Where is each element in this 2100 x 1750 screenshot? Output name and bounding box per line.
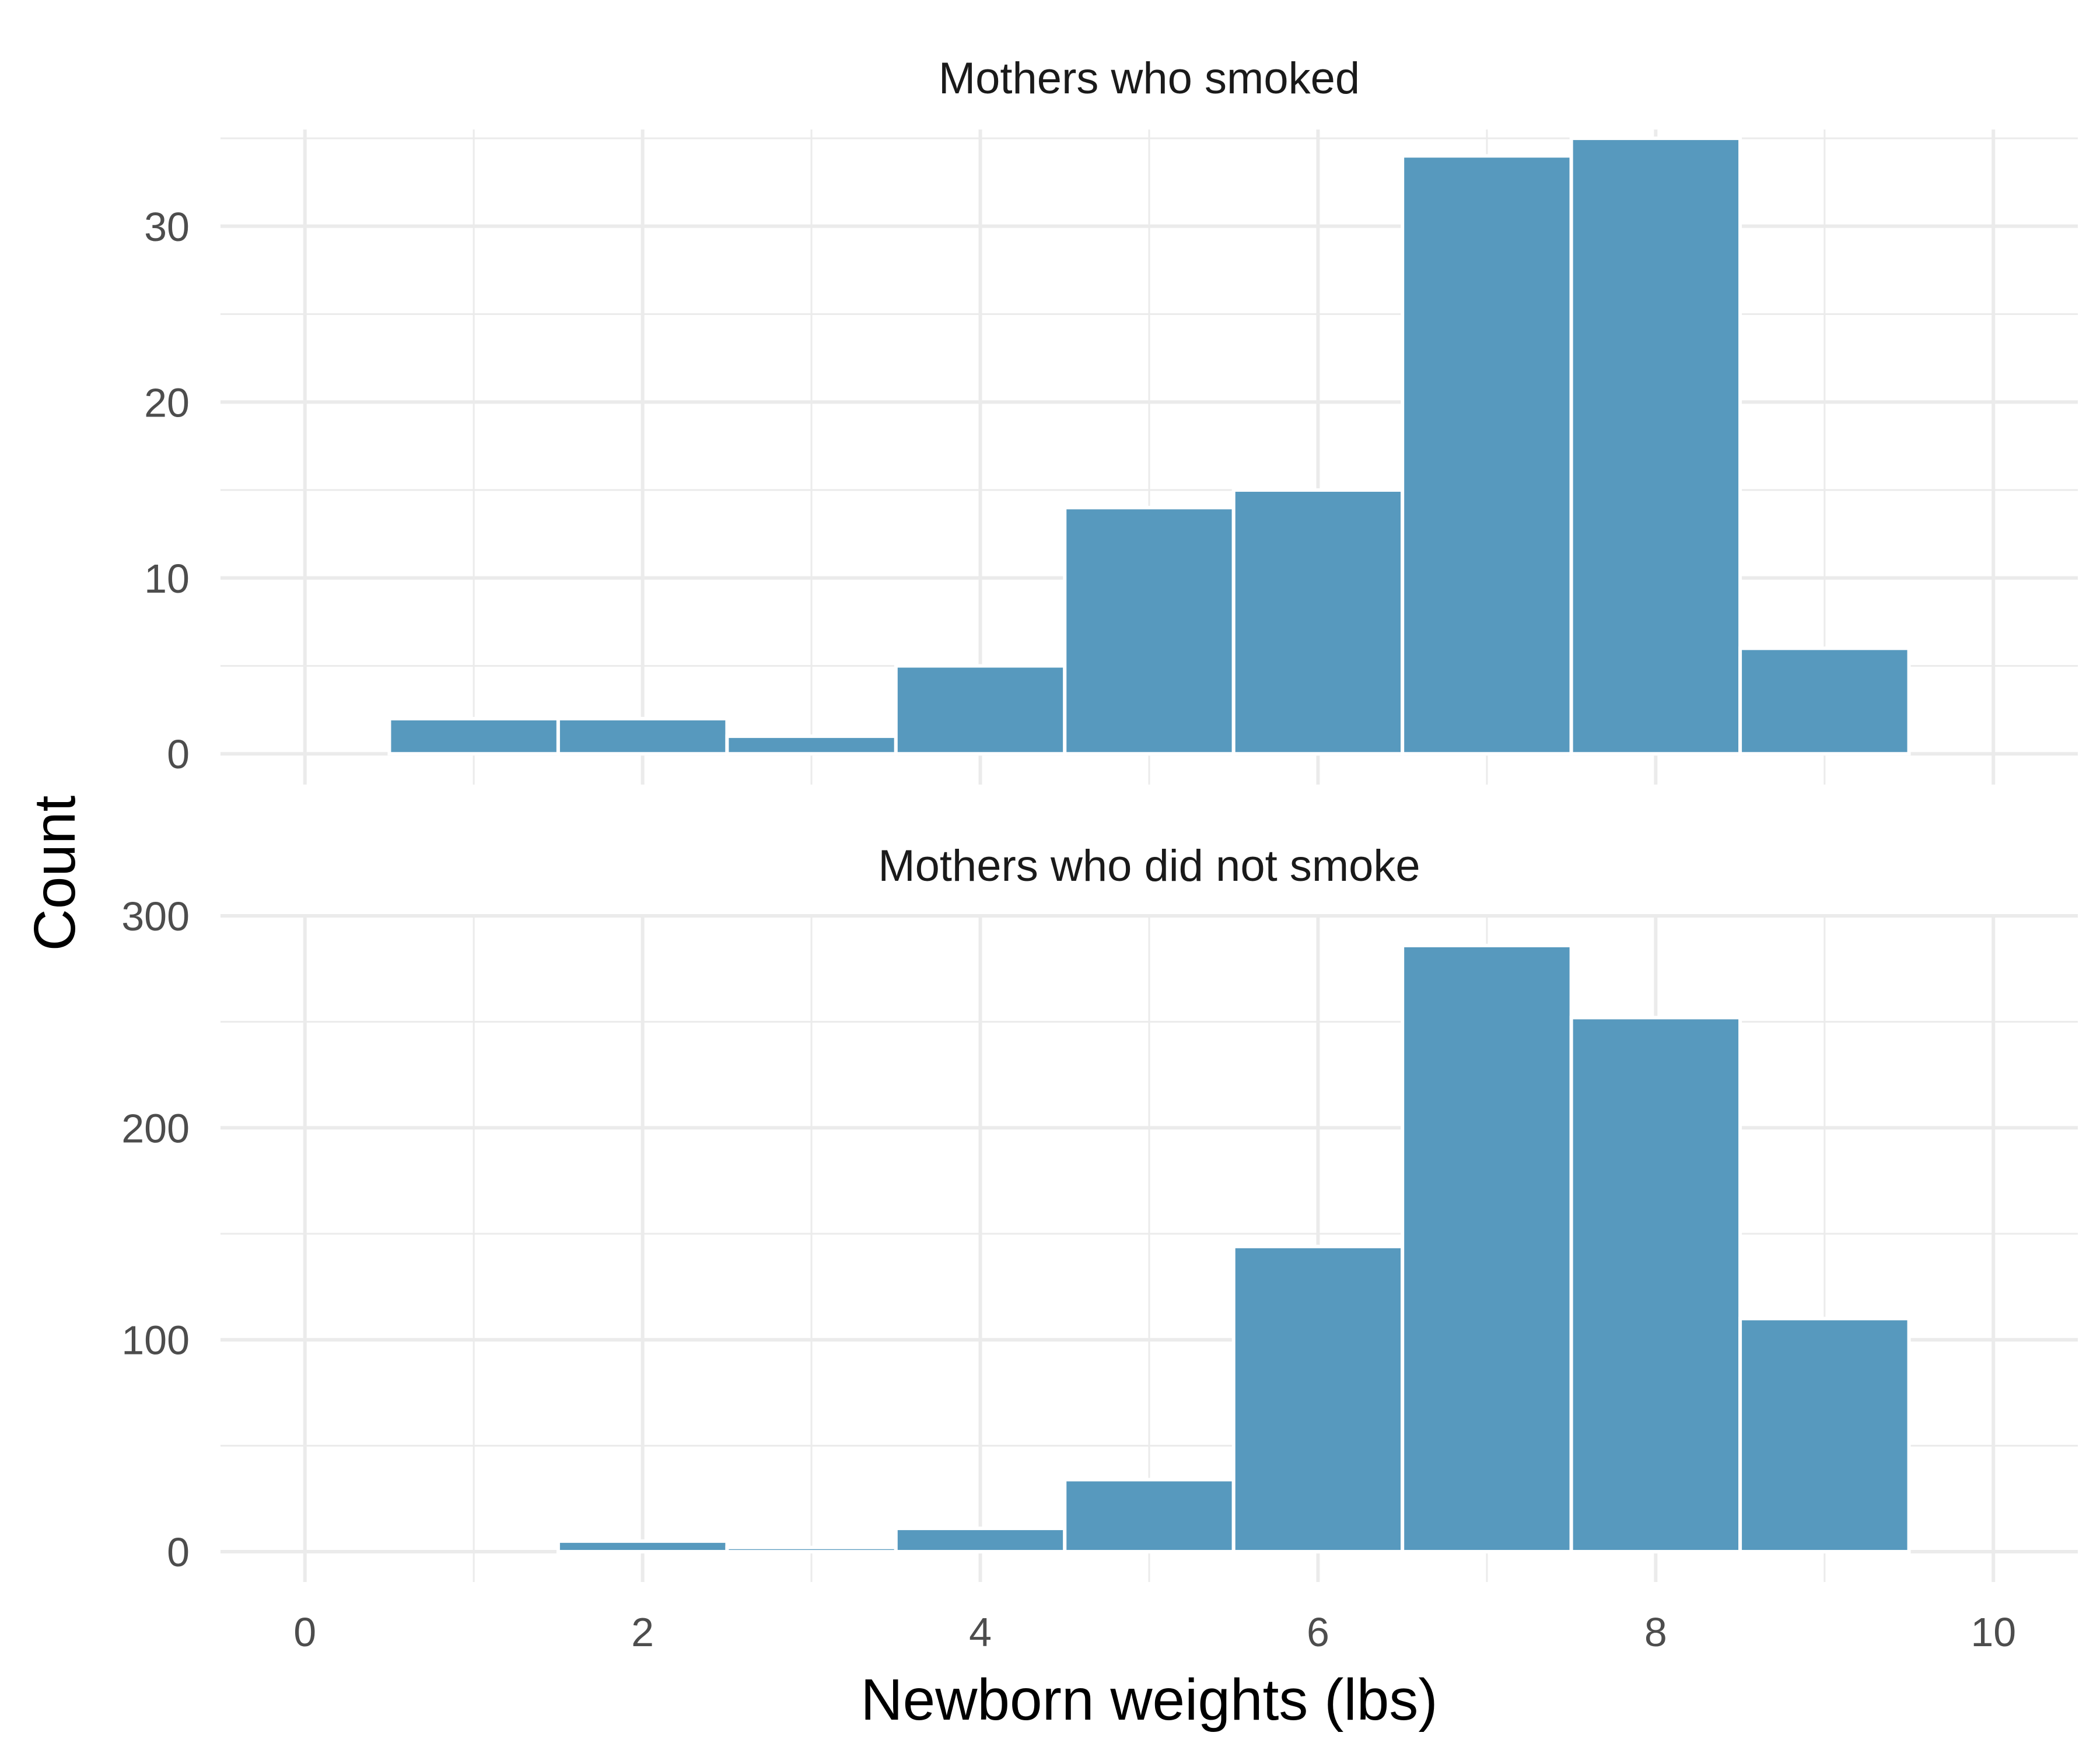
histogram-bar — [894, 1527, 1067, 1554]
y-tick-label: 20 — [144, 380, 190, 425]
y-tick-label: 300 — [121, 894, 190, 939]
histogram-bar — [1063, 506, 1236, 756]
x-tick-label: 4 — [969, 1609, 992, 1655]
facet-panel-2: Mothers who did not smoke 0 100 200 300 — [121, 841, 2078, 1582]
y-tick-label: 0 — [167, 1530, 190, 1575]
x-tick-label: 2 — [631, 1609, 654, 1655]
y-tick-label: 100 — [121, 1318, 190, 1363]
y-tick-label: 200 — [121, 1105, 190, 1151]
facet-title: Mothers who did not smoke — [878, 841, 1420, 891]
x-tick-label: 8 — [1644, 1609, 1667, 1655]
histogram-bar — [1063, 1478, 1236, 1554]
histogram-bar — [1401, 154, 1573, 756]
histogram-bar — [556, 716, 729, 756]
y-axis-title: Count — [22, 795, 88, 951]
histogram-bar — [1738, 646, 1911, 756]
facet-title: Mothers who smoked — [939, 54, 1360, 103]
facet-panel-1: Mothers who smoked 0 10 20 30 — [144, 54, 2078, 785]
histogram-bar — [725, 1545, 898, 1554]
histogram-bar — [1569, 1016, 1742, 1554]
x-tick-label: 10 — [1971, 1609, 2016, 1655]
y-tick-label: 10 — [144, 556, 190, 601]
histogram-bar — [725, 734, 898, 756]
y-tick-label: 30 — [144, 204, 190, 250]
x-tick-label: 0 — [293, 1609, 316, 1655]
histogram-bar — [1231, 488, 1405, 756]
histogram-bar — [1569, 136, 1742, 756]
x-axis-title: Newborn weights (lbs) — [860, 1667, 1437, 1732]
x-tick-label: 6 — [1307, 1609, 1329, 1655]
histogram-bar — [387, 716, 560, 756]
histogram-bar — [894, 664, 1067, 756]
histogram-bar — [1401, 943, 1573, 1554]
histogram-bar — [1738, 1317, 1911, 1554]
y-tick-label: 0 — [167, 732, 190, 777]
histogram-bar — [556, 1539, 729, 1554]
histogram-bar — [1231, 1244, 1405, 1554]
